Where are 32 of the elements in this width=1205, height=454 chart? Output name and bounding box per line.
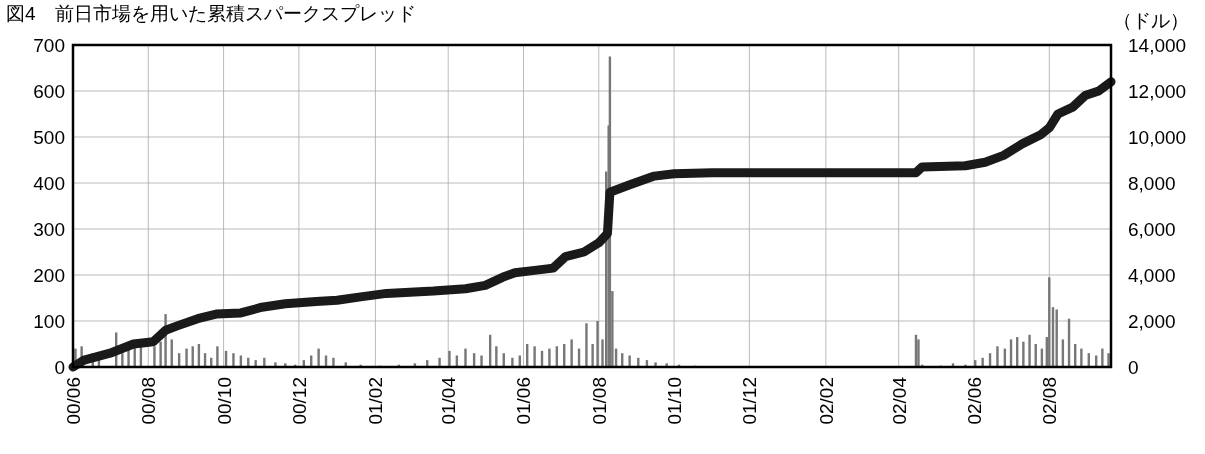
y-tick-label: 700 [33,35,65,56]
x-tick-label: 01/10 [664,377,686,425]
y-tick-label: 200 [33,265,65,286]
y-tick-label: 600 [33,81,65,102]
y2-tick-label: 2,000 [1128,311,1176,332]
x-tick-label: 02/04 [888,376,910,425]
y2-tick-label: 10,000 [1128,127,1187,148]
x-tick-label: 01/06 [513,377,535,425]
x-tick-label: 01/12 [739,377,761,425]
y-tick-label: 0 [54,357,65,378]
y2-tick-label: 4,000 [1128,265,1176,286]
y2-tick-label: 0 [1128,357,1139,378]
x-tick-label: 01/08 [588,377,610,425]
x-tick-label: 00/06 [63,377,84,425]
x-tick-label: 00/12 [288,377,310,425]
y-tick-label: 500 [33,127,65,148]
x-tick-label: 01/02 [365,377,387,425]
y2-tick-label: 8,000 [1128,173,1176,194]
y-tick-label: 100 [33,311,65,332]
y-tick-label: 300 [33,219,65,240]
y2-axis-title: （ドル） [1113,10,1189,31]
y2-tick-label: 12,000 [1128,81,1187,102]
y2-tick-label: 6,000 [1128,219,1176,240]
y2-tick-label: 14,000 [1128,35,1187,56]
x-tick-label: 02/08 [1039,377,1061,425]
chart-title: 図4 前日市場を用いた累積スパークスプレッド [6,3,416,24]
x-tick-label: 00/08 [138,377,160,425]
x-tick-label: 01/04 [438,376,460,425]
x-tick-label: 02/02 [815,377,837,425]
y-tick-label: 400 [33,173,65,194]
x-tick-label: 00/10 [213,377,235,425]
x-tick-label: 02/06 [964,377,985,425]
